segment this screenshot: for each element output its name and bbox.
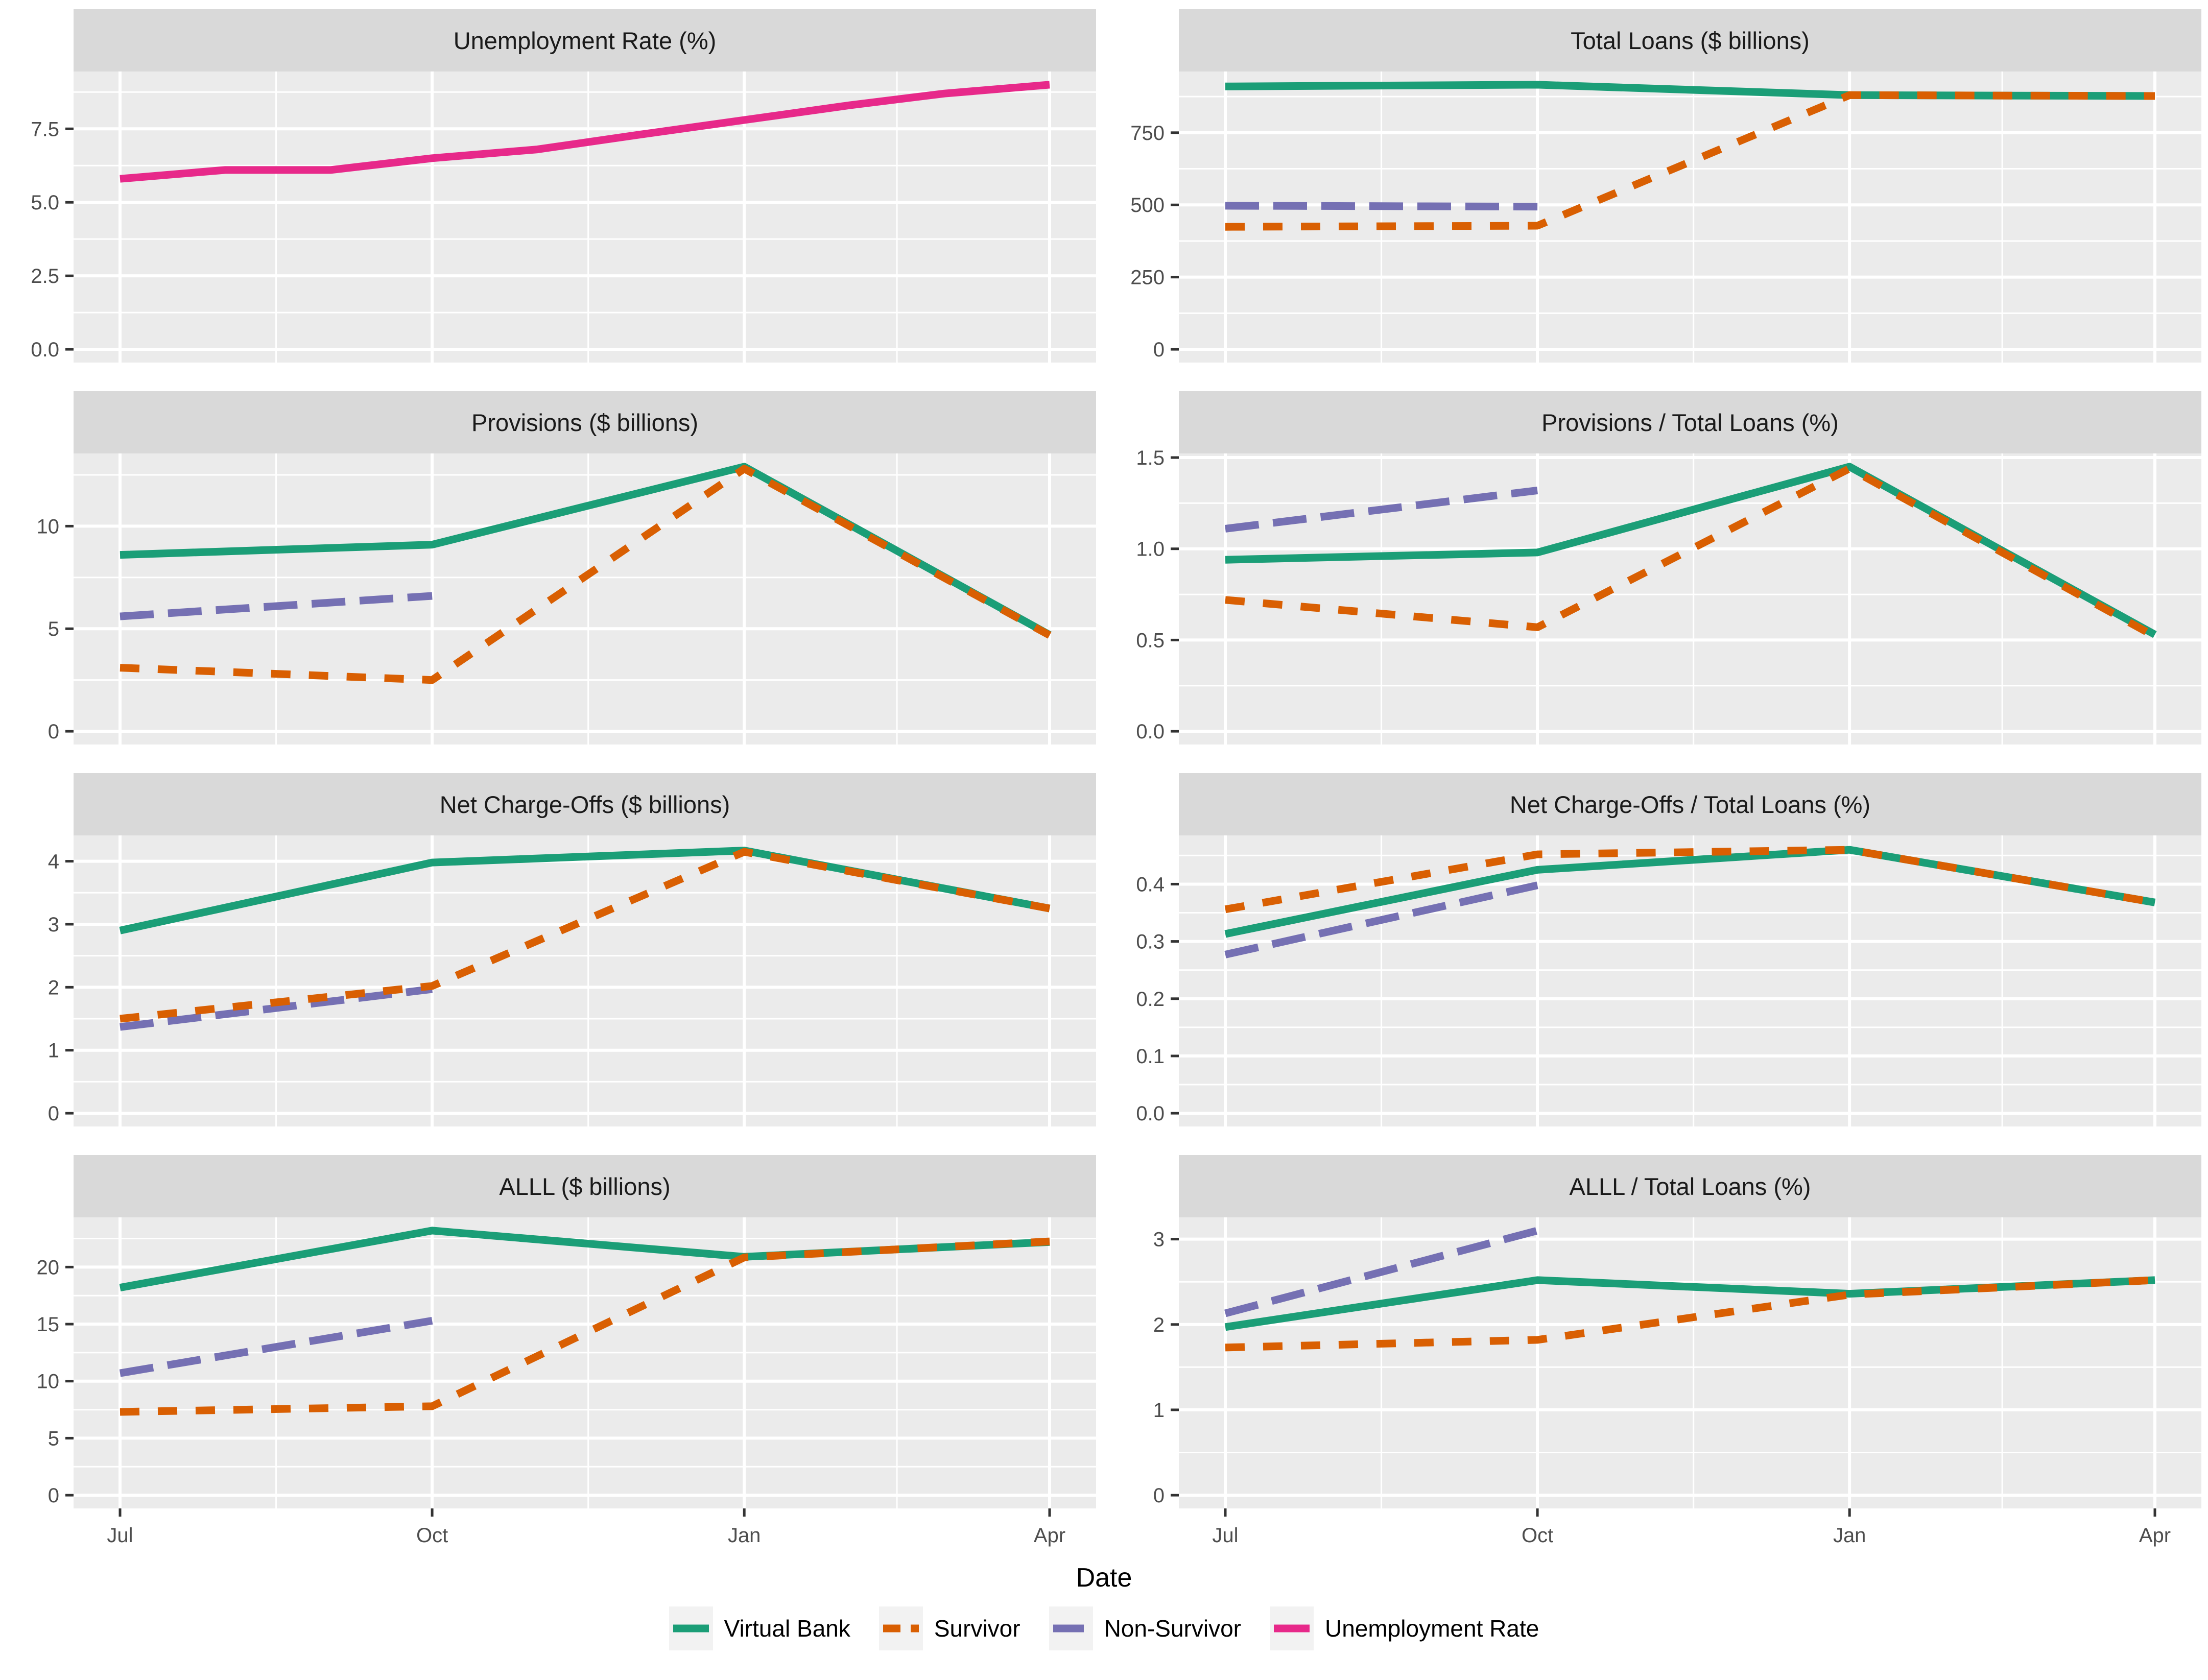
svg-text:Jul: Jul [107,1524,133,1547]
svg-text:Oct: Oct [416,1524,448,1547]
svg-text:0: 0 [48,1484,59,1507]
svg-text:0.0: 0.0 [31,339,59,361]
facet-title-alll: ALLL ($ billions) [499,1172,671,1200]
legend-label-survivor: Survivor [934,1615,1020,1642]
panel-net-charge-offs-ratio: Net Charge-Offs / Total Loans (%) 0.0 0.1… [1111,773,2201,1126]
svg-text:5: 5 [48,1427,59,1450]
plot-provisions: 0 5 10 [37,453,1096,745]
svg-text:10: 10 [37,515,60,538]
legend-label-unemployment-rate: Unemployment Rate [1325,1615,1539,1642]
svg-text:2.5: 2.5 [31,265,59,287]
svg-text:7.5: 7.5 [31,118,59,140]
facet-strip-provisions-ratio: Provisions / Total Loans (%) [1179,391,2201,453]
svg-text:0: 0 [1153,339,1165,361]
panel-provisions-ratio: Provisions / Total Loans (%) 0.0 0.5 1.0 1.… [1111,391,2201,745]
svg-text:0.3: 0.3 [1136,931,1165,953]
legend-key-virtual-bank-icon [669,1606,713,1650]
svg-text:500: 500 [1130,194,1165,217]
svg-text:2: 2 [48,976,59,999]
legend: Virtual Bank Survivor Non-Survivor Unemp… [6,1606,2202,1650]
facet-title-total-loans: Total Loans ($ billions) [1571,27,1810,54]
plot-unemployment-rate: 0.0 2.5 5.0 7.5 [31,71,1096,363]
plot-net-charge-offs-ratio: 0.0 0.1 0.2 0.3 0.4 [1136,835,2201,1126]
facet-strip-alll: ALLL ($ billions) [74,1155,1096,1217]
facet-strip-total-loans: Total Loans ($ billions) [1179,9,2201,71]
svg-text:250: 250 [1130,267,1165,289]
svg-text:Apr: Apr [2139,1524,2171,1547]
svg-text:5: 5 [48,618,59,640]
faceted-chart-figure: Unemployment Rate (%) 0.0 2.5 5.0 7.5 Total… [6,9,2202,1650]
facet-strip-provisions: Provisions ($ billions) [74,391,1096,453]
svg-text:Oct: Oct [1522,1524,1553,1547]
svg-text:0.4: 0.4 [1136,873,1165,896]
legend-item-survivor: Survivor [879,1606,1020,1650]
svg-text:0.0: 0.0 [1136,721,1165,743]
plot-alll: 0 5 10 15 20 Jul Oct Jan Apr [37,1217,1096,1547]
svg-text:2: 2 [1153,1314,1165,1336]
svg-text:15: 15 [37,1313,60,1336]
legend-item-non-survivor: Non-Survivor [1049,1606,1241,1650]
svg-text:Jan: Jan [1833,1524,1866,1547]
legend-key-non-survivor-icon [1049,1606,1093,1650]
svg-text:1: 1 [48,1040,59,1062]
legend-item-virtual-bank: Virtual Bank [669,1606,850,1650]
x-axis-title: Date [1076,1563,1132,1593]
svg-text:3: 3 [48,914,59,936]
svg-text:0: 0 [1153,1484,1165,1507]
legend-key-survivor-icon [879,1606,923,1650]
svg-text:0.1: 0.1 [1136,1045,1165,1068]
facet-title-unemployment-rate: Unemployment Rate (%) [453,27,717,54]
svg-text:0.5: 0.5 [1136,629,1165,652]
legend-label-virtual-bank: Virtual Bank [724,1615,850,1642]
svg-text:1.5: 1.5 [1136,447,1165,469]
facet-strip-alll-ratio: ALLL / Total Loans (%) [1179,1155,2201,1217]
facet-strip-unemployment-rate: Unemployment Rate (%) [74,9,1096,71]
legend-key-unemployment-rate-icon [1270,1606,1314,1650]
facet-title-net-charge-offs-ratio: Net Charge-Offs / Total Loans (%) [1509,790,1871,818]
facet-strip-net-charge-offs-ratio: Net Charge-Offs / Total Loans (%) [1179,773,2201,835]
svg-text:0.0: 0.0 [1136,1102,1165,1125]
legend-label-non-survivor: Non-Survivor [1104,1615,1241,1642]
svg-text:0: 0 [48,1102,59,1125]
svg-text:Jan: Jan [728,1524,761,1547]
plot-provisions-ratio: 0.0 0.5 1.0 1.5 [1136,447,2201,745]
svg-text:0.2: 0.2 [1136,988,1165,1011]
panels-grid: Unemployment Rate (%) 0.0 2.5 5.0 7.5 Total… [6,9,2202,1558]
facet-title-provisions-ratio: Provisions / Total Loans (%) [1541,409,1839,436]
panel-unemployment-rate: Unemployment Rate (%) 0.0 2.5 5.0 7.5 [6,9,1096,363]
plot-alll-ratio: 0 1 2 3 Jul Oct Jan Apr [1153,1217,2201,1547]
svg-text:0: 0 [48,721,59,743]
panel-alll: ALLL ($ billions) 0 5 10 15 20 Jul Oct Jan Apr [6,1155,1096,1558]
plot-net-charge-offs: 0 1 2 3 4 [48,835,1096,1126]
svg-text:1: 1 [1153,1399,1165,1422]
panel-provisions: Provisions ($ billions) 0 5 10 [6,391,1096,745]
svg-text:4: 4 [48,851,59,873]
panel-total-loans: Total Loans ($ billions) 0 250 500 750 [1111,9,2201,363]
svg-text:Apr: Apr [1034,1524,1065,1547]
panel-alll-ratio: ALLL / Total Loans (%) 0 1 2 3 Jul Oct Jan Apr [1111,1155,2201,1558]
svg-text:750: 750 [1130,122,1165,145]
svg-text:1.0: 1.0 [1136,538,1165,561]
facet-title-alll-ratio: ALLL / Total Loans (%) [1569,1172,1811,1200]
facet-title-net-charge-offs: Net Charge-Offs ($ billions) [439,790,730,818]
svg-text:3: 3 [1153,1229,1165,1251]
panel-net-charge-offs: Net Charge-Offs ($ billions) 0 1 2 3 4 [6,773,1096,1126]
svg-text:20: 20 [37,1256,60,1279]
svg-text:10: 10 [37,1371,60,1393]
plot-total-loans: 0 250 500 750 [1130,71,2201,363]
svg-text:Jul: Jul [1212,1524,1238,1547]
facet-title-provisions: Provisions ($ billions) [471,409,699,436]
legend-item-unemployment-rate: Unemployment Rate [1270,1606,1539,1650]
svg-text:5.0: 5.0 [31,191,59,214]
facet-strip-net-charge-offs: Net Charge-Offs ($ billions) [74,773,1096,835]
